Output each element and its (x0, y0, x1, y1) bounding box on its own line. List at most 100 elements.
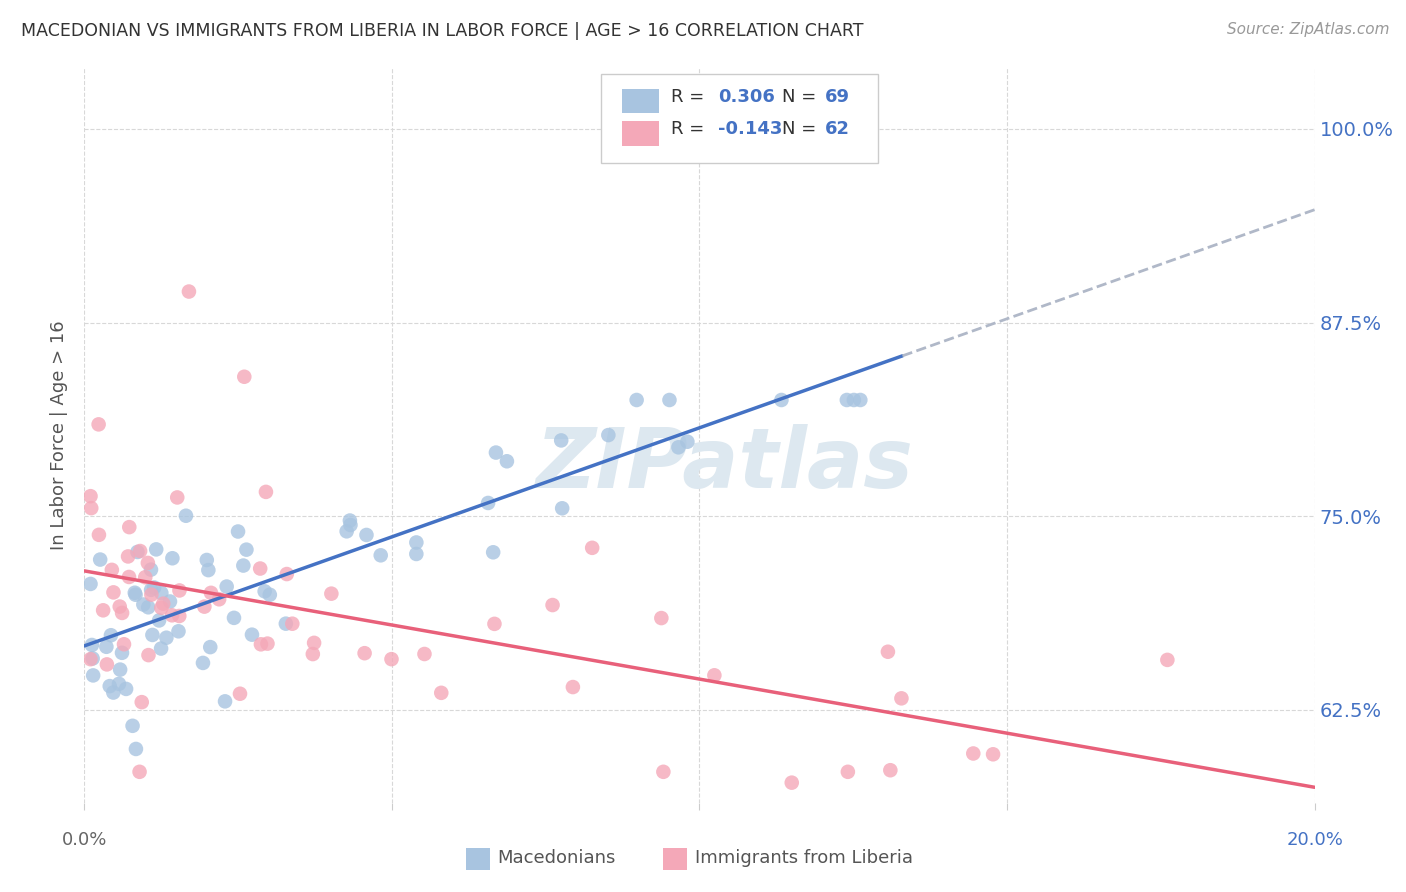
Point (128, 764, 150, 779)
Point (195, 553, 218, 567)
Point (550, 434, 572, 448)
Point (222, 611, 245, 625)
Point (339, 518, 361, 533)
Point (780, 775, 803, 789)
Point (108, 677, 131, 691)
Point (477, 496, 499, 510)
Point (496, 454, 519, 468)
Point (118, 520, 141, 534)
Point (80, 501, 103, 516)
Point (200, 640, 222, 654)
Point (132, 598, 155, 612)
Text: ZIPatlas: ZIPatlas (536, 424, 912, 505)
Point (877, 645, 900, 659)
Point (215, 580, 238, 594)
Point (240, 628, 263, 642)
Point (155, 631, 177, 645)
Point (561, 680, 583, 694)
Point (676, 434, 699, 449)
Text: N =: N = (782, 120, 823, 138)
Point (301, 647, 323, 661)
Point (141, 628, 163, 642)
Point (103, 585, 125, 599)
Point (139, 563, 162, 577)
Point (79, 652, 101, 666)
Point (91, 603, 114, 617)
Point (177, 285, 200, 299)
Point (124, 586, 146, 600)
Point (124, 588, 146, 602)
Text: Immigrants from Liberia: Immigrants from Liberia (695, 849, 912, 867)
Point (226, 524, 249, 539)
Point (356, 528, 378, 542)
Text: -0.143: -0.143 (718, 120, 782, 138)
Point (770, 392, 793, 407)
Point (121, 719, 143, 733)
Point (89, 552, 111, 566)
Point (152, 597, 174, 611)
Point (254, 484, 277, 499)
Point (281, 616, 304, 631)
Point (129, 544, 152, 558)
Point (112, 637, 135, 651)
Text: R =: R = (671, 120, 710, 138)
Point (835, 392, 858, 407)
Point (150, 586, 173, 600)
Point (581, 541, 603, 555)
Point (405, 547, 427, 561)
Point (79, 577, 101, 591)
Point (232, 558, 254, 573)
Point (100, 628, 122, 642)
FancyBboxPatch shape (662, 847, 688, 870)
Point (842, 392, 865, 407)
Point (80, 638, 103, 652)
Point (174, 508, 197, 523)
Point (141, 588, 163, 602)
Point (150, 641, 173, 656)
Point (214, 694, 236, 708)
Point (96, 640, 118, 654)
FancyBboxPatch shape (465, 847, 491, 870)
Point (166, 491, 188, 505)
Point (890, 691, 912, 706)
Point (598, 428, 620, 442)
Point (339, 514, 361, 528)
Point (380, 652, 402, 666)
Point (139, 582, 162, 597)
Text: Macedonians: Macedonians (498, 849, 616, 867)
Point (108, 599, 131, 614)
Point (98, 679, 121, 693)
Point (652, 764, 675, 779)
Point (229, 687, 252, 701)
Text: 20.0%: 20.0% (1286, 830, 1343, 848)
Text: R =: R = (671, 88, 710, 106)
Point (162, 551, 184, 566)
Point (235, 542, 257, 557)
Point (160, 608, 183, 623)
Point (430, 686, 453, 700)
Point (650, 611, 672, 625)
Point (276, 567, 298, 582)
Point (111, 606, 134, 620)
Point (321, 587, 343, 601)
Point (131, 695, 153, 709)
Point (96, 657, 118, 672)
Point (134, 570, 156, 584)
Point (82, 668, 104, 682)
Point (127, 545, 149, 559)
Point (703, 668, 725, 682)
Point (274, 616, 297, 631)
Point (200, 586, 222, 600)
Point (482, 545, 505, 559)
Point (626, 392, 648, 407)
Point (336, 524, 359, 539)
Point (136, 600, 159, 615)
Point (981, 747, 1004, 762)
FancyBboxPatch shape (602, 74, 877, 162)
Point (118, 570, 141, 584)
Point (136, 556, 159, 570)
Text: 69: 69 (825, 88, 851, 106)
Point (1156, 653, 1178, 667)
Point (256, 637, 278, 651)
Point (405, 535, 427, 549)
